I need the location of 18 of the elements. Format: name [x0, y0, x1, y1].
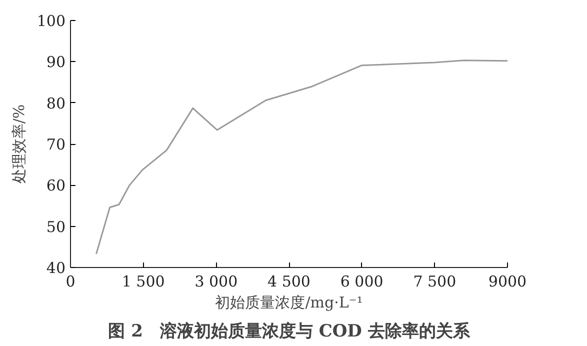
line-series [95, 60, 508, 255]
y-tick-label: 40 [46, 259, 66, 277]
y-tick-label: 100 [36, 12, 66, 30]
y-axis-title: 处理效率/% [10, 104, 28, 184]
y-tick-label: 60 [46, 176, 66, 195]
y-tick-label: 80 [46, 94, 66, 112]
x-axis-title: 初始质量浓度/mg·L⁻¹ [215, 294, 363, 312]
x-tick-label: 9000 [488, 272, 527, 290]
x-tick-label: 3 000 [194, 272, 238, 290]
x-tick-label: 6 000 [340, 272, 384, 290]
x-tick-label: 4 500 [268, 272, 310, 290]
text: 图 2 溶液初始质量浓度与 COD 去除率的关系 [108, 322, 471, 342]
y-tick-label: 90 [46, 53, 66, 72]
x-tick-label: 0 [66, 272, 76, 290]
x-tick-label: 1 500 [122, 272, 165, 290]
y-tick-label: 70 [46, 136, 66, 154]
x-tick-label: 7 500 [413, 272, 456, 290]
y-tick-label: 50 [46, 218, 66, 236]
